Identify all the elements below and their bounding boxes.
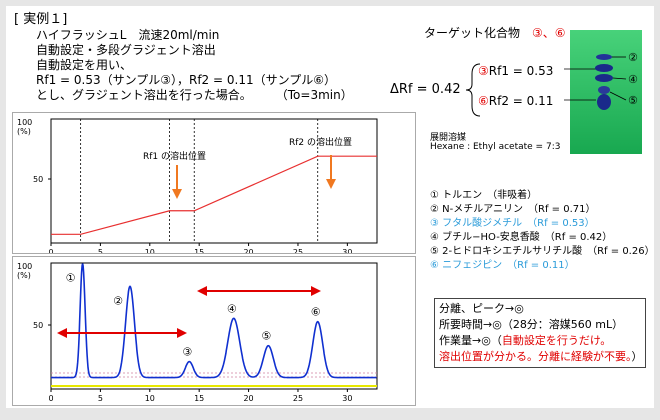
summary-line-4: 溶出位置が分かる。分離に経験が不要。）: [439, 350, 643, 363]
compound-4: ④ ブチル−HO-安息香酸 （Rf = 0.42）: [430, 232, 613, 243]
rf2-label: Rf2 = 0.11: [488, 94, 554, 108]
compound-3: ③ フタル酸ジメチル （Rf = 0.53）: [430, 218, 595, 229]
gradient-annotation-rf1: Rf1 の溶出位置: [143, 150, 206, 162]
summary-highlight-2: 溶出位置が分かる。分離に経験が不要。: [439, 350, 632, 363]
tlc-spot-5: [598, 86, 610, 94]
chrom-ylabel-unit: (%): [17, 271, 31, 280]
peak-label-4: ④: [227, 302, 237, 315]
chrom-peak-labels: ① ② ③ ④ ⑤ ⑥: [66, 272, 321, 359]
peak-label-1: ①: [66, 272, 76, 285]
rf2-mark: ⑥: [478, 94, 489, 108]
condition-line-1: ハイフラッシュL 流速20ml/min: [36, 28, 220, 42]
tlc-title: ターゲット化合物 ③、⑥: [424, 26, 566, 40]
gradient-ytick-50: 50: [33, 175, 43, 184]
peak-label-5: ⑤: [261, 330, 271, 343]
gradient-line: [51, 155, 377, 235]
spot-label-2: ②: [628, 51, 638, 64]
rf1-label: Rf1 = 0.53: [488, 64, 554, 78]
section-title: [ 実例１]: [14, 12, 68, 27]
solvent: Hexane : Ethyl acetate = 7:3: [430, 142, 561, 152]
condition-line-4: Rf1 = 0.53（サンプル③），Rf2 = 0.11（サンプル⑥）: [36, 73, 336, 87]
range-arrow-1: [57, 328, 187, 338]
compound-5: ⑤ 2-ヒドロキシエチルサリチル酸 （Rf = 0.26）: [430, 246, 654, 257]
chrom-xtick-label: 10: [145, 394, 155, 403]
rf1-label-row: ③Rf1 = 0.53: [478, 64, 553, 78]
gradient-xtick-label: 10: [145, 248, 155, 253]
chrom-ytick-50: 50: [33, 321, 43, 330]
gradient-x-ticks: 0 5 10 15 20 25 30: [48, 243, 352, 257]
spot-5-leader: [609, 91, 627, 101]
gradient-annotation-rf2: Rf2 の溶出位置: [289, 136, 352, 148]
gradient-plot-area: [50, 118, 378, 244]
solvent-title: 展開溶媒: [430, 133, 467, 143]
rf2-label-row: ⑥Rf2 = 0.11: [478, 94, 553, 108]
chrom-xtick-label: 30: [342, 394, 352, 403]
compound-1: ① トルエン （非吸着）: [430, 190, 538, 201]
rf1-mark: ③: [478, 64, 489, 78]
chrom-xtick-label: 20: [243, 394, 253, 403]
chromatogram-plot-area: [50, 262, 378, 390]
gradient-xtick-label: 5: [98, 248, 103, 253]
tlc-spot-4: [595, 74, 613, 82]
chromatogram-panel: 100 (%) 50 0 5 10 15 20 25 30 ① ② ③ ④ ⑤ ⑥: [12, 256, 416, 406]
gradient-xtick-label: 30: [342, 248, 352, 253]
condition-line-3: 自動設定を用い、: [36, 58, 133, 72]
summary-line-2: 所要時間→◎（28分：溶媒560 mL）: [439, 318, 624, 331]
summary-line-3: 作業量→◎（自動設定を行うだけ。: [439, 334, 612, 347]
chrom-xtick-label: 0: [48, 394, 53, 403]
tlc-spot-2: [596, 54, 612, 60]
compound-6: ⑥ ニフェジピン （Rf = 0.11）: [430, 260, 575, 271]
gradient-xtick-label: 25: [293, 248, 303, 253]
tlc-plate-figure: ② ④ ⑤: [564, 30, 642, 154]
condition-line-5: とし、グラジェント溶出を行った場合。 （To=3min）: [36, 88, 353, 102]
summary-line-1: 分離、ピーク→◎: [439, 302, 524, 315]
chrom-x-ticks: 0 5 10 15 20 25 30: [48, 389, 352, 403]
gradient-ylabel-unit: (%): [17, 127, 31, 136]
gradient-xtick-label: 15: [194, 248, 204, 253]
rf2-arrow: [326, 155, 336, 189]
range-arrow-2: [197, 286, 321, 296]
gradient-dashed-lines: [80, 119, 319, 243]
chrom-ylabel-top: 100: [17, 262, 32, 271]
compound-2: ② N-メチルアニリン （Rf = 0.71）: [430, 204, 596, 215]
spot-label-4: ④: [628, 73, 638, 86]
tlc-spot-3: [595, 64, 613, 72]
tlc-brace: [466, 63, 481, 117]
summary-box: 分離、ピーク→◎ 所要時間→◎（28分：溶媒560 mL） 作業量→◎（自動設定…: [434, 298, 646, 368]
gradient-xtick-label: 0: [48, 248, 53, 253]
condition-line-2: 自動設定・多段グラジェント溶出: [36, 43, 216, 57]
delta-rf: ΔRf = 0.42: [390, 82, 461, 97]
peak-label-2: ②: [113, 294, 123, 307]
peak-label-6: ⑥: [311, 306, 321, 319]
gradient-chart-panel: 100 (%) 50 0 5 10 15 20 25 30 Rf1 の溶出位置 Rf2 の溶…: [12, 112, 416, 257]
page: [ 実例１] ハイフラッシュL 流速20ml/min 自動設定・多段グラジェント…: [6, 6, 654, 408]
gradient-xtick-label: 20: [243, 248, 253, 253]
rf1-arrow: [172, 165, 182, 199]
chrom-xtick-label: 5: [98, 394, 103, 403]
spot-4-leader: [612, 77, 627, 80]
spot-label-5: ⑤: [628, 94, 638, 107]
tlc-spot-6: [597, 94, 611, 110]
chromatogram: 100 (%) 50 0 5 10 15 20 25 30 ① ② ③ ④ ⑤ ⑥: [17, 262, 378, 403]
tlc-targets: ③、⑥: [532, 26, 566, 40]
gradient-chart: 100 (%) 50 0 5 10 15 20 25 30 Rf1 の溶出位置 Rf2 の溶…: [17, 118, 378, 257]
peak-label-3: ③: [182, 346, 192, 359]
chrom-trace: [51, 263, 377, 379]
gradient-ylabel-top: 100: [17, 118, 32, 127]
chrom-xtick-label: 25: [293, 394, 303, 403]
chrom-xtick-label: 15: [194, 394, 204, 403]
summary-highlight-1: 自動設定を行うだけ。: [501, 334, 612, 347]
